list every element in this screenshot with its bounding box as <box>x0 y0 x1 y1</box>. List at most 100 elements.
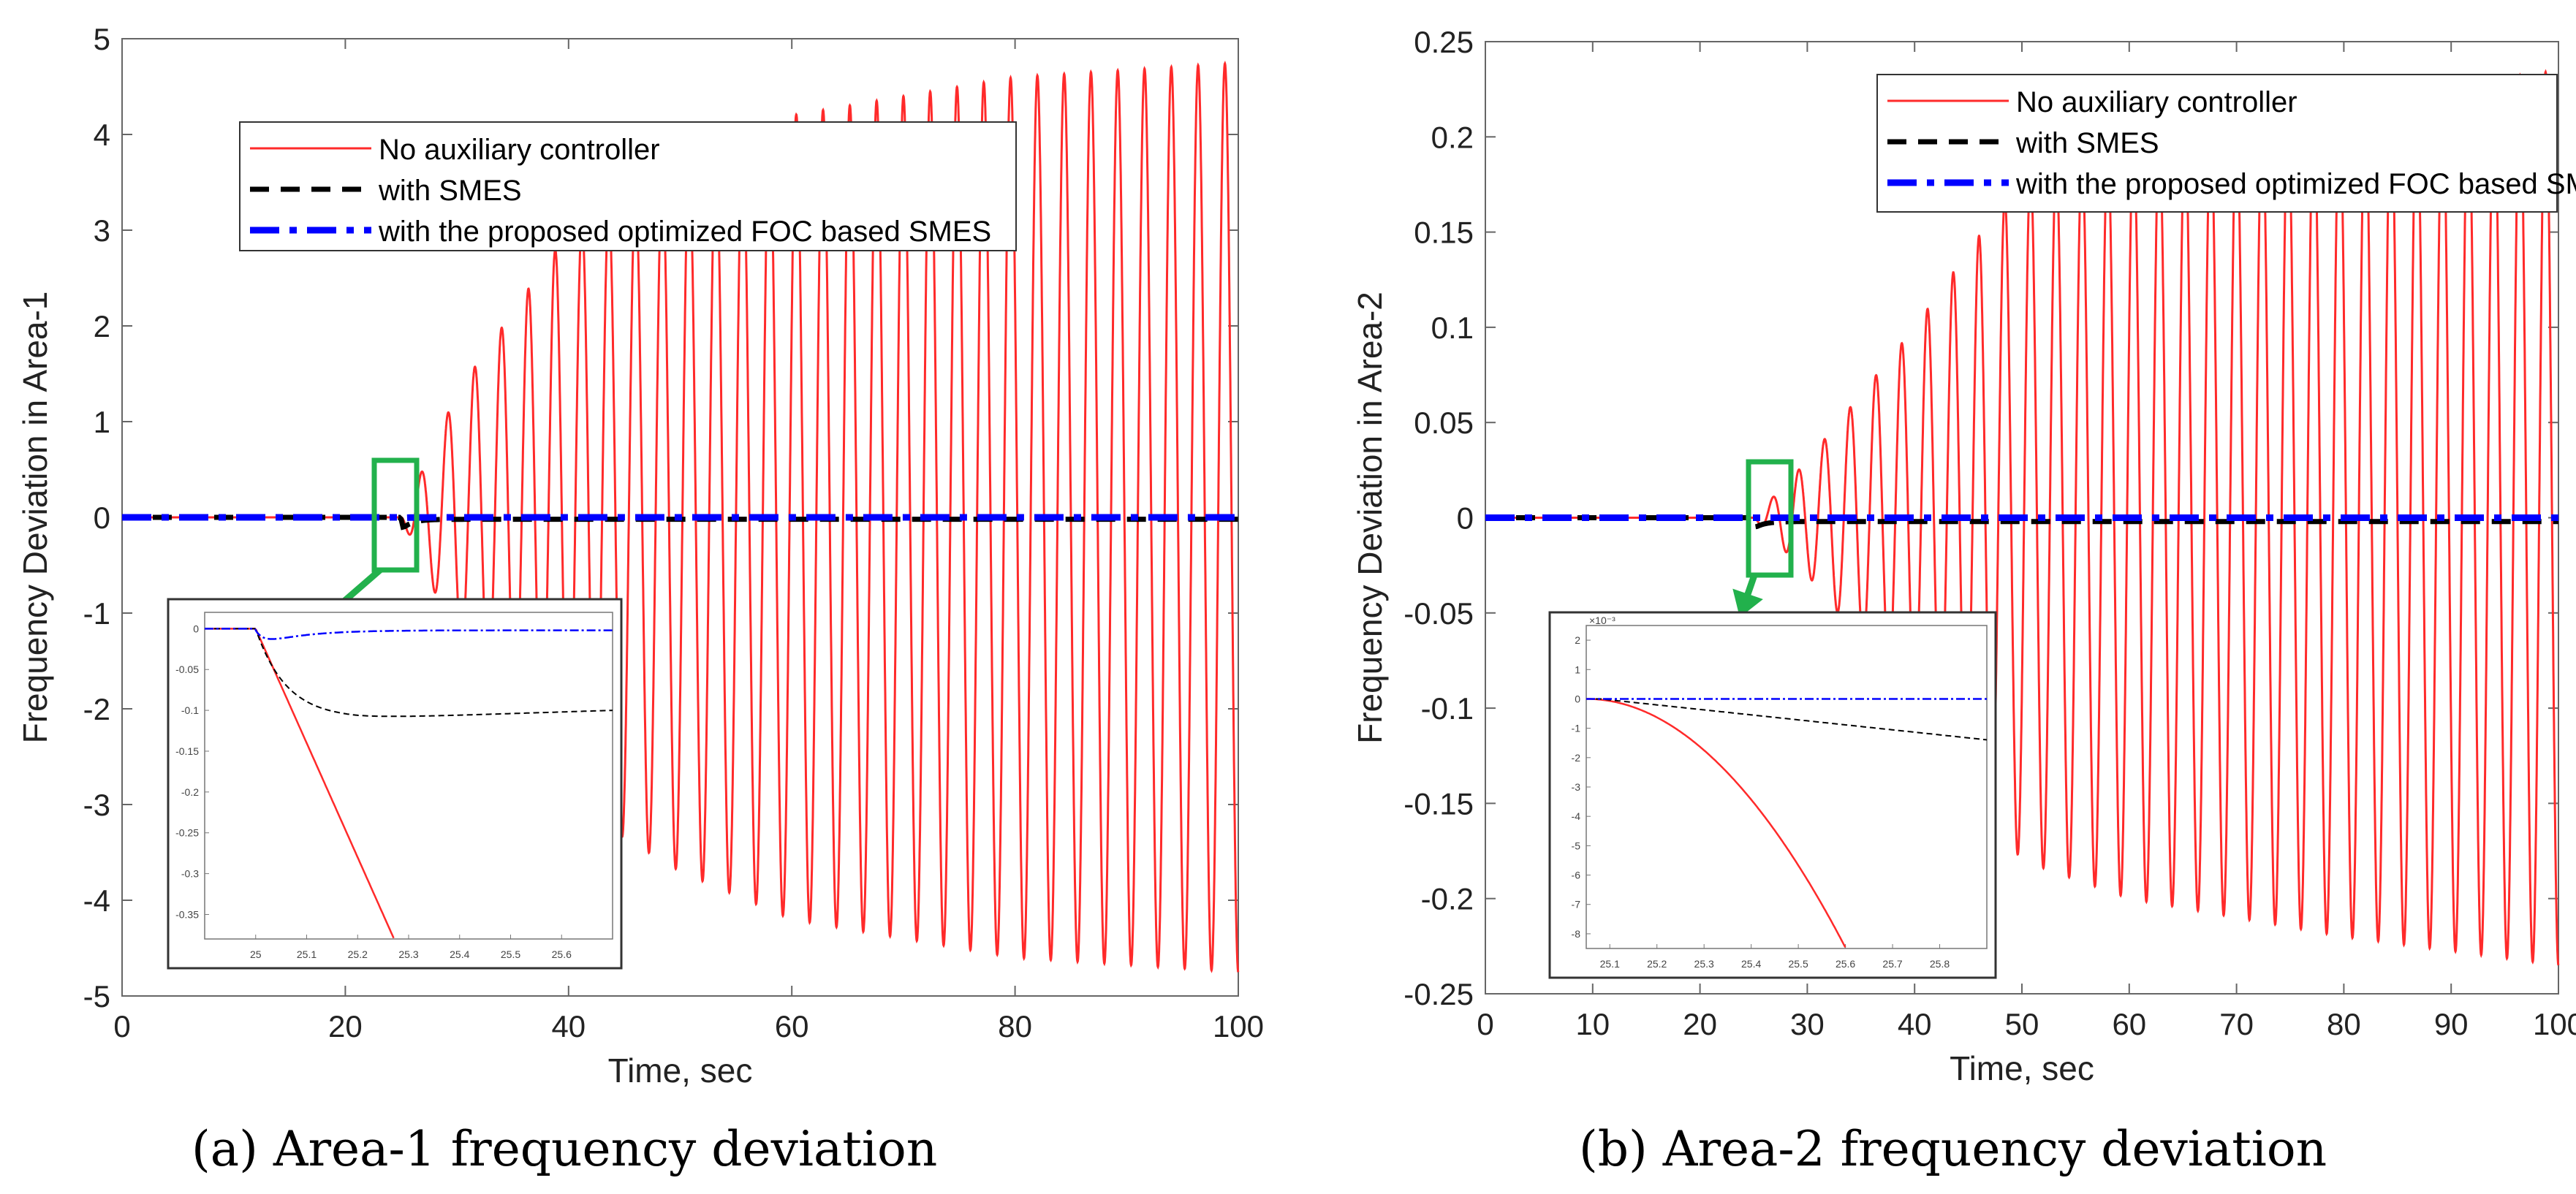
inset-x-tick-label: 25.8 <box>1930 958 1950 970</box>
inset-x-tick-label: 25.1 <box>1600 958 1620 970</box>
y-tick-label: -0.15 <box>1403 786 1474 821</box>
inset-y-tick-label: -0.3 <box>181 868 199 880</box>
y-tick-label: -3 <box>83 788 110 822</box>
inset-y-tick-label: -3 <box>1572 781 1581 793</box>
inset-y-tick-label: 1 <box>1575 663 1580 675</box>
inset-series-foc-smes <box>205 628 613 640</box>
x-tick-label: 60 <box>775 1009 809 1043</box>
inset-x-tick-label: 25.5 <box>1788 958 1808 970</box>
x-tick-label: 60 <box>2112 1007 2146 1041</box>
inset-y-tick-label: -2 <box>1572 752 1581 764</box>
inset-y-tick-label: -0.05 <box>175 663 199 675</box>
inset-series-no-aux <box>1586 698 1846 948</box>
inset-y-tick-label: -0.15 <box>175 745 199 757</box>
y-tick-label: 0.2 <box>1431 120 1474 154</box>
x-tick-label: 20 <box>1683 1007 1717 1041</box>
x-tick-label: 80 <box>2327 1007 2361 1041</box>
inset-y-tick-label: 0 <box>1575 693 1580 704</box>
y-tick-label: 0.1 <box>1431 311 1474 345</box>
legend-label: with SMES <box>378 175 522 207</box>
inset-zoom-a: 25 25.1 25.2 25.3 25.4 25.5 25.6 0 -0.05 -0.1 -0.1… <box>167 598 623 970</box>
y-tick-label: 4 <box>94 118 110 152</box>
y-tick-label: -0.25 <box>1403 977 1474 1011</box>
zoom-highlight-box <box>371 457 420 573</box>
y-tick-label: -0.05 <box>1403 596 1474 631</box>
inset-y-tick-label: -0.25 <box>175 827 199 839</box>
inset-y-tick-label: -1 <box>1572 723 1581 734</box>
y-tick-label: -5 <box>83 979 110 1014</box>
inset-x-tick-label: 25 <box>250 948 262 960</box>
y-tick-label: -2 <box>83 692 110 726</box>
y-tick-label: -4 <box>83 883 110 918</box>
figure-caption-b: (b) Area-2 frequency deviation <box>1579 1121 2327 1177</box>
x-tick-label: 40 <box>551 1009 586 1043</box>
series-line-foc-smes <box>122 514 1238 522</box>
inset-y-tick-label: -5 <box>1572 840 1581 851</box>
chart-panel-a: 0 20 40 60 80 100 -5 -4 -3 -2 -1 0 1 2 3 4 5 Time, sec Fre… <box>16 22 1264 1177</box>
inset-x-tick-label: 25.6 <box>552 948 572 960</box>
legend-label: No auxiliary controller <box>2016 86 2297 118</box>
x-axis-label: Time, sec <box>608 1052 753 1090</box>
y-tick-label: -0.1 <box>1421 691 1474 726</box>
x-tick-label: 0 <box>1477 1007 1493 1041</box>
y-axis-label: Frequency Deviation in Area-1 <box>16 292 54 744</box>
x-tick-label: 50 <box>2005 1007 2039 1041</box>
legend-a: No auxiliary controller with SMES with the… <box>239 121 1017 251</box>
inset-series-with-smes <box>205 628 613 718</box>
inset-x-tick-label: 25.7 <box>1882 958 1902 970</box>
y-tick-label: 0 <box>94 501 110 535</box>
x-axis-label: Time, sec <box>1950 1049 2094 1087</box>
inset-y-tick-label: 0 <box>193 623 199 634</box>
inset-y-tick-label: -6 <box>1572 870 1581 881</box>
x-tick-label: 70 <box>2219 1007 2254 1041</box>
zoom-highlight-box <box>1746 459 1794 578</box>
zoom-arrow-head <box>1732 588 1763 617</box>
y-tick-label: 0 <box>1457 501 1474 536</box>
inset-y-tick-label: -4 <box>1572 810 1581 822</box>
x-tick-label: 100 <box>1213 1009 1264 1043</box>
inset-x-tick-label: 25.6 <box>1836 958 1855 970</box>
inset-exponent-label: ×10⁻³ <box>1589 615 1615 626</box>
figure-caption-a: (a) Area-1 frequency deviation <box>192 1121 937 1177</box>
inset-y-tick-label: -0.2 <box>181 786 199 798</box>
inset-y-tick-label: 2 <box>1575 634 1580 646</box>
y-axis-label: Frequency Deviation in Area-2 <box>1351 292 1389 744</box>
y-tick-label: 5 <box>94 22 110 56</box>
x-tick-label: 20 <box>328 1009 363 1043</box>
legend-label: No auxiliary controller <box>379 134 660 166</box>
inset-x-tick-label: 25.4 <box>450 948 469 960</box>
legend-label: with the proposed optimized FOC based SM… <box>2015 168 2576 200</box>
inset-x-tick-label: 25.4 <box>1741 958 1761 970</box>
inset-plot-area <box>204 612 613 940</box>
inset-plot-area <box>1586 625 1988 949</box>
inset-y-tick-label: -8 <box>1572 928 1581 940</box>
inset-x-tick-label: 25.3 <box>1694 958 1714 970</box>
inset-x-tick-label: 25.2 <box>1647 958 1667 970</box>
x-tick-label: 30 <box>1790 1007 1825 1041</box>
chart-panel-b: 0 10 20 30 40 50 60 70 80 90 100-0.25-0.2-0.15-0.1… <box>1351 25 2576 1177</box>
series-line-with-smes <box>1485 515 2558 530</box>
inset-series-with-smes <box>1586 698 1988 741</box>
inset-x-tick-label: 25.1 <box>297 948 317 960</box>
legend-label: with SMES <box>2015 127 2159 159</box>
y-tick-label: 1 <box>94 405 110 439</box>
x-tick-label: 40 <box>1898 1007 1932 1041</box>
y-tick-label: -0.2 <box>1421 882 1474 916</box>
y-tick-label: 3 <box>94 213 110 248</box>
x-tick-label: 90 <box>2434 1007 2469 1041</box>
legend-label: with the proposed optimized FOC based SM… <box>378 216 991 248</box>
inset-zoom-b: 25.1 25.2 25.3 25.4 25.5 25.6 25.7 25.8 2 1 0 -1 -2 -… <box>1548 611 1997 979</box>
inset-y-tick-label: -7 <box>1572 899 1581 910</box>
y-tick-label: -1 <box>83 596 110 631</box>
y-tick-label: 0.25 <box>1414 25 1474 59</box>
x-tick-label: 100 <box>2533 1007 2576 1041</box>
x-tick-label: 80 <box>998 1009 1032 1043</box>
y-tick-label: 0.05 <box>1414 406 1474 440</box>
inset-x-tick-label: 25.3 <box>398 948 418 960</box>
inset-x-tick-label: 25.5 <box>501 948 520 960</box>
inset-x-tick-label: 25.2 <box>348 948 368 960</box>
y-tick-label: 2 <box>94 309 110 343</box>
x-tick-label: 0 <box>113 1009 130 1043</box>
y-tick-label: 0.15 <box>1414 216 1474 250</box>
